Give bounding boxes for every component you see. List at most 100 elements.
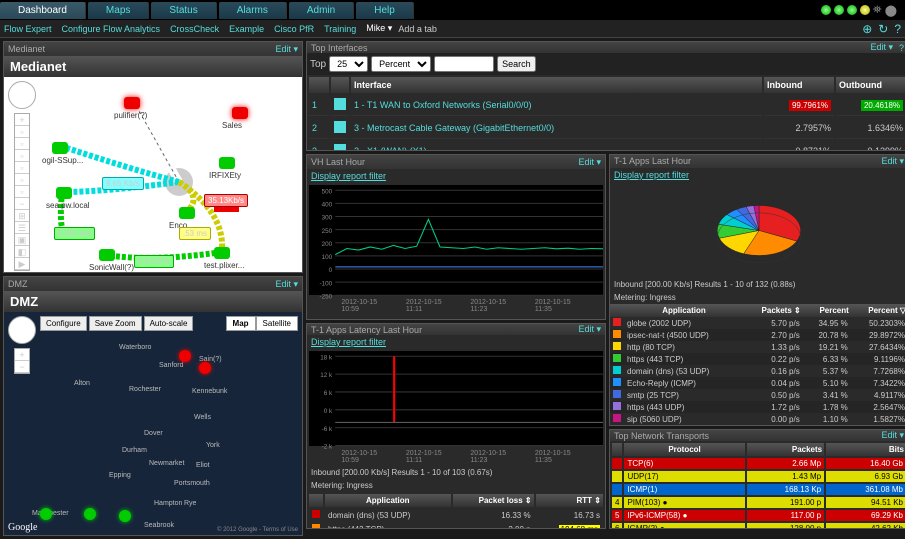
report-filter-link[interactable]: Display report filter [610,168,905,182]
subnav-example[interactable]: Example [229,24,264,34]
topo-node[interactable] [219,157,235,169]
subnav-configure-flow-analytics[interactable]: Configure Flow Analytics [62,24,161,34]
col-packets[interactable]: Packets ⇕ [744,304,803,317]
refresh-icon[interactable]: ↻ [878,22,888,36]
map-btn-configure[interactable]: Configure [40,316,87,331]
map-pin[interactable] [199,362,211,374]
tab-status[interactable]: Status [151,2,216,19]
app-row[interactable]: Echo-Reply (ICMP)0.04 p/s5.10 %7.3422% [610,377,905,389]
transport-row[interactable]: 5IPv6-ICMP(58) ●117.00 p69.29 Kb [612,510,905,521]
topo-node[interactable] [179,207,195,219]
transport-row[interactable]: ICMP(1)168.13 Kp361.08 Mb [612,484,905,495]
topo-node[interactable] [99,249,115,261]
topo-node[interactable] [56,187,72,199]
add-tab-link[interactable]: Add a tab [398,24,437,34]
help-icon[interactable]: ? [894,22,901,36]
tab-admin[interactable]: Admin [289,2,354,19]
add-icon[interactable]: ⊕ [862,22,872,36]
subnav-flow-expert[interactable]: Flow Expert [4,24,52,34]
map-btn-save-zoom[interactable]: Save Zoom [89,316,142,331]
app-row[interactable]: globe (2002 UDP)5.70 p/s34.95 %50.2303% [610,317,905,329]
map-btn-auto-scale[interactable]: Auto-scale [144,316,194,331]
edit-menu[interactable]: Edit ▾ [881,430,904,441]
map-pin[interactable] [84,508,96,520]
maptype-map[interactable]: Map [226,316,256,331]
metering-label: Metering: Ingress [610,291,905,304]
interface-row[interactable]: 11 - T1 WAN to Oxford Networks (Serial0/… [309,95,905,116]
help-icon[interactable]: ? [899,43,904,53]
subnav-crosscheck[interactable]: CrossCheck [170,24,219,34]
col-app[interactable]: Application [624,304,744,317]
city-label: Eliot [196,462,210,469]
topo-node[interactable] [124,97,140,109]
metric-select[interactable]: Percent [371,56,431,72]
edit-menu[interactable]: Edit ▾ [275,44,298,55]
app-row[interactable]: domain (dns) (53 UDP)0.16 p/s5.37 %7.726… [610,365,905,377]
svg-text:-6 k: -6 k [322,426,333,433]
app-row[interactable]: https (443 TCP)0.22 p/s6.33 %9.1196% [610,353,905,365]
transport-row[interactable]: 4PIM(103) ●191.00 p94.51 Kb [612,497,905,508]
col-percent2[interactable]: Percent ▽ [851,304,905,317]
user-icon[interactable]: ⛯ [873,4,882,17]
map-pin[interactable] [40,508,52,520]
col-interface[interactable]: Interface [351,77,762,93]
col-percent[interactable]: Percent [803,304,851,317]
topo-node[interactable] [214,247,230,259]
panel-dmz: DMZEdit ▾ DMZ +− ConfigureSave ZoomAuto-… [3,276,303,536]
top-count-select[interactable]: 25 [329,56,368,72]
app-row[interactable]: sip (5060 UDP)0.00 p/s1.10 %1.5827% [610,413,905,425]
topo-node[interactable] [232,107,248,119]
edit-menu[interactable]: Edit ▾ [881,156,904,167]
col-packets[interactable]: Packets [747,443,824,456]
node-label: IRFIXEty [209,171,241,180]
edit-menu[interactable]: Edit ▾ [870,42,893,53]
latency-row[interactable]: https (443 TCP)2.00 p194.68 ms [309,523,603,529]
topo-node[interactable] [52,142,68,154]
search-button[interactable]: Search [497,56,536,72]
alert-icon[interactable]: ⬤ [885,4,897,17]
maptype-satellite[interactable]: Satellite [256,316,298,331]
node-label: ogil-SSup... [42,156,83,165]
edit-menu[interactable]: Edit ▾ [578,324,601,335]
medianet-title: Medianet [4,56,302,77]
svg-text:18 k: 18 k [320,354,333,361]
subnav-training[interactable]: Training [324,24,356,34]
tab-help[interactable]: Help [356,2,414,19]
map-controls[interactable]: +− [8,316,36,374]
tab-maps[interactable]: Maps [88,2,149,19]
pan-control[interactable] [8,316,36,344]
panel-top-interfaces: Top InterfacesEdit ▾? Top 25 Percent Sea… [306,41,905,151]
user-menu[interactable]: Mike ▾ [366,23,392,34]
report-filter-link[interactable]: Display report filter [307,169,605,183]
app-row[interactable]: http (80 TCP)1.33 p/s19.21 %27.6434% [610,341,905,353]
edit-menu[interactable]: Edit ▾ [275,279,298,290]
col-bits[interactable]: Bits [826,443,905,456]
app-row[interactable]: smtp (25 TCP)0.50 p/s3.41 %4.9117% [610,389,905,401]
col-rtt[interactable]: RTT ⇕ [536,494,603,507]
tab-dashboard[interactable]: Dashboard [0,2,86,19]
col-inbound[interactable]: Inbound [764,77,834,93]
col-outbound[interactable]: Outbound [836,77,905,93]
app-row[interactable]: ipsec-nat-t (4500 UDP)2.70 p/s20.78 %29.… [610,329,905,341]
node-label: test.plixer... [204,261,244,270]
filter-input[interactable] [434,56,494,72]
device-icon [334,98,346,110]
zoom-control[interactable]: +− [14,348,30,374]
edit-menu[interactable]: Edit ▾ [578,157,601,168]
col-packetloss[interactable]: Packet loss ⇕ [453,494,534,507]
col-protocol[interactable]: Protocol [624,443,744,456]
subnav-cisco-pfr[interactable]: Cisco PfR [274,24,314,34]
latency-row[interactable]: domain (dns) (53 UDP)16.33 %16.73 s [309,509,603,521]
report-filter-link[interactable]: Display report filter [307,335,605,349]
city-label: Sanford [159,362,184,369]
transport-row[interactable]: UDP(17)1.43 Mp6.93 Gb [612,471,905,482]
map-pin[interactable] [119,510,131,522]
interface-row[interactable]: 23 - Metrocast Cable Gateway (GigabitEth… [309,118,905,139]
transport-row[interactable]: TCP(6)2.66 Mp16.40 Gb [612,458,905,469]
map-pin[interactable] [179,350,191,362]
interface-row[interactable]: 32 - X1 (WAN) (X1)0.8731%0.1399% [309,141,905,151]
col-app[interactable]: Application [325,494,451,507]
transport-row[interactable]: 6IGMP(2) ●128.00 p42.62 Kb [612,523,905,529]
app-row[interactable]: https (443 UDP)1.72 p/s1.78 %2.5647% [610,401,905,413]
tab-alarms[interactable]: Alarms [219,2,287,19]
